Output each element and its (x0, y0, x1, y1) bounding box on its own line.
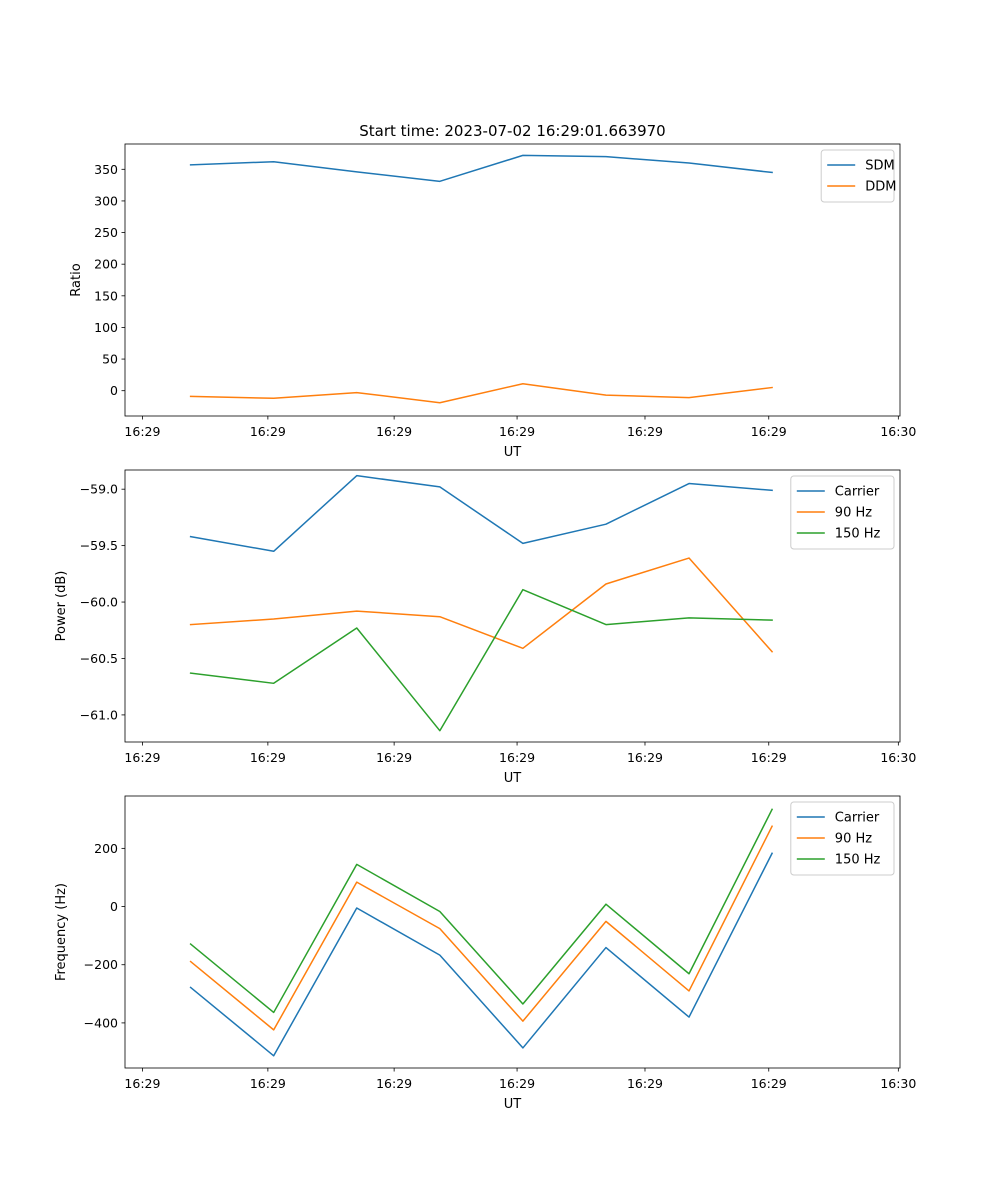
legend-label: 90 Hz (835, 832, 872, 847)
x-tick-label: 16:29 (250, 424, 286, 439)
legend-label: 90 Hz (835, 506, 872, 521)
axes-frame (124, 469, 901, 743)
y-tick-label: 150 (94, 288, 118, 303)
x-tick-label: 16:29 (376, 750, 412, 765)
y-tick-label: −60.5 (80, 651, 118, 666)
y-tick-label: 0 (110, 899, 118, 914)
y-axis-label: Frequency (Hz) (54, 883, 69, 981)
y-tick-label: −400 (84, 1015, 118, 1030)
y-tick-label: −59.0 (80, 482, 118, 497)
y-tick-label: 0 (110, 383, 118, 398)
y-tick-label: 200 (94, 257, 118, 272)
y-tick-label: −59.5 (80, 538, 118, 553)
x-tick-label: 16:29 (751, 1076, 787, 1091)
x-axis-label: UT (504, 445, 522, 460)
chart-panel-3: 16:29 16:29 16:29 16:29 16:29 16:29 16:30 −400 −… (54, 795, 916, 1112)
y-tick-label: 250 (94, 225, 118, 240)
x-tick-label: 16:29 (124, 1076, 160, 1091)
y-tick-label: −200 (84, 957, 118, 972)
axes-frame (124, 143, 901, 417)
x-tick-label: 16:29 (376, 1076, 412, 1091)
y-axis-label: Power (dB) (54, 571, 69, 642)
series-line-90-hz (189, 825, 774, 1031)
x-axis-label: UT (504, 1097, 522, 1112)
x-tick-label: 16:29 (250, 750, 286, 765)
legend: Carrier 90 Hz 150 Hz (790, 801, 895, 876)
series-line-carrier (189, 474, 773, 553)
x-tick-label: 16:29 (627, 1076, 663, 1091)
x-tick-label: 16:29 (627, 424, 663, 439)
y-tick-label: 300 (94, 193, 118, 208)
y-tick-label: 50 (102, 352, 118, 367)
legend-label: SDM (865, 159, 894, 174)
x-tick-label: 16:29 (499, 424, 535, 439)
y-tick-label: 100 (94, 320, 118, 335)
y-tick-label: 200 (94, 841, 118, 856)
legend-label: Carrier (835, 485, 880, 500)
y-tick-label: −61.0 (80, 707, 118, 722)
y-tick-label: −60.0 (80, 595, 118, 610)
series-line-150-hz (189, 588, 773, 732)
legend-label: 150 Hz (835, 527, 881, 542)
chart-panel-1: 16:29 16:29 16:29 16:29 16:29 16:29 16:30 0 50 10… (69, 143, 916, 460)
legend-label: Carrier (835, 811, 880, 826)
chart-panel-2: 16:29 16:29 16:29 16:29 16:29 16:29 16:30 −61.0… (54, 469, 916, 786)
x-tick-label: 16:29 (751, 750, 787, 765)
x-tick-label: 16:29 (627, 750, 663, 765)
legend-box (790, 475, 895, 550)
series-line-90-hz (189, 557, 774, 653)
x-tick-label: 16:29 (124, 424, 160, 439)
legend-box (790, 801, 895, 876)
legend-label: DDM (865, 180, 896, 195)
legend: Carrier 90 Hz 150 Hz (790, 475, 895, 550)
x-tick-label: 16:29 (499, 750, 535, 765)
x-tick-label: 16:29 (124, 750, 160, 765)
x-axis-label: UT (504, 771, 522, 786)
x-tick-label: 16:30 (880, 750, 916, 765)
x-tick-label: 16:30 (880, 424, 916, 439)
axes-frame (124, 795, 901, 1069)
legend-box (820, 149, 895, 203)
x-tick-label: 16:29 (751, 424, 787, 439)
series-line-sdm (189, 154, 773, 183)
legend: SDM DDM (820, 149, 896, 203)
figure-title: Start time: 2023-07-02 16:29:01.663970 (359, 122, 665, 140)
y-tick-label: 350 (94, 162, 118, 177)
x-tick-label: 16:29 (499, 1076, 535, 1091)
series-line-carrier (189, 852, 774, 1057)
x-tick-label: 16:30 (880, 1076, 916, 1091)
series-line-150-hz (189, 808, 774, 1014)
x-tick-label: 16:29 (376, 424, 412, 439)
y-axis-label: Ratio (69, 263, 84, 296)
series-line-ddm (189, 382, 773, 404)
x-tick-label: 16:29 (250, 1076, 286, 1091)
legend-label: 150 Hz (835, 853, 881, 868)
